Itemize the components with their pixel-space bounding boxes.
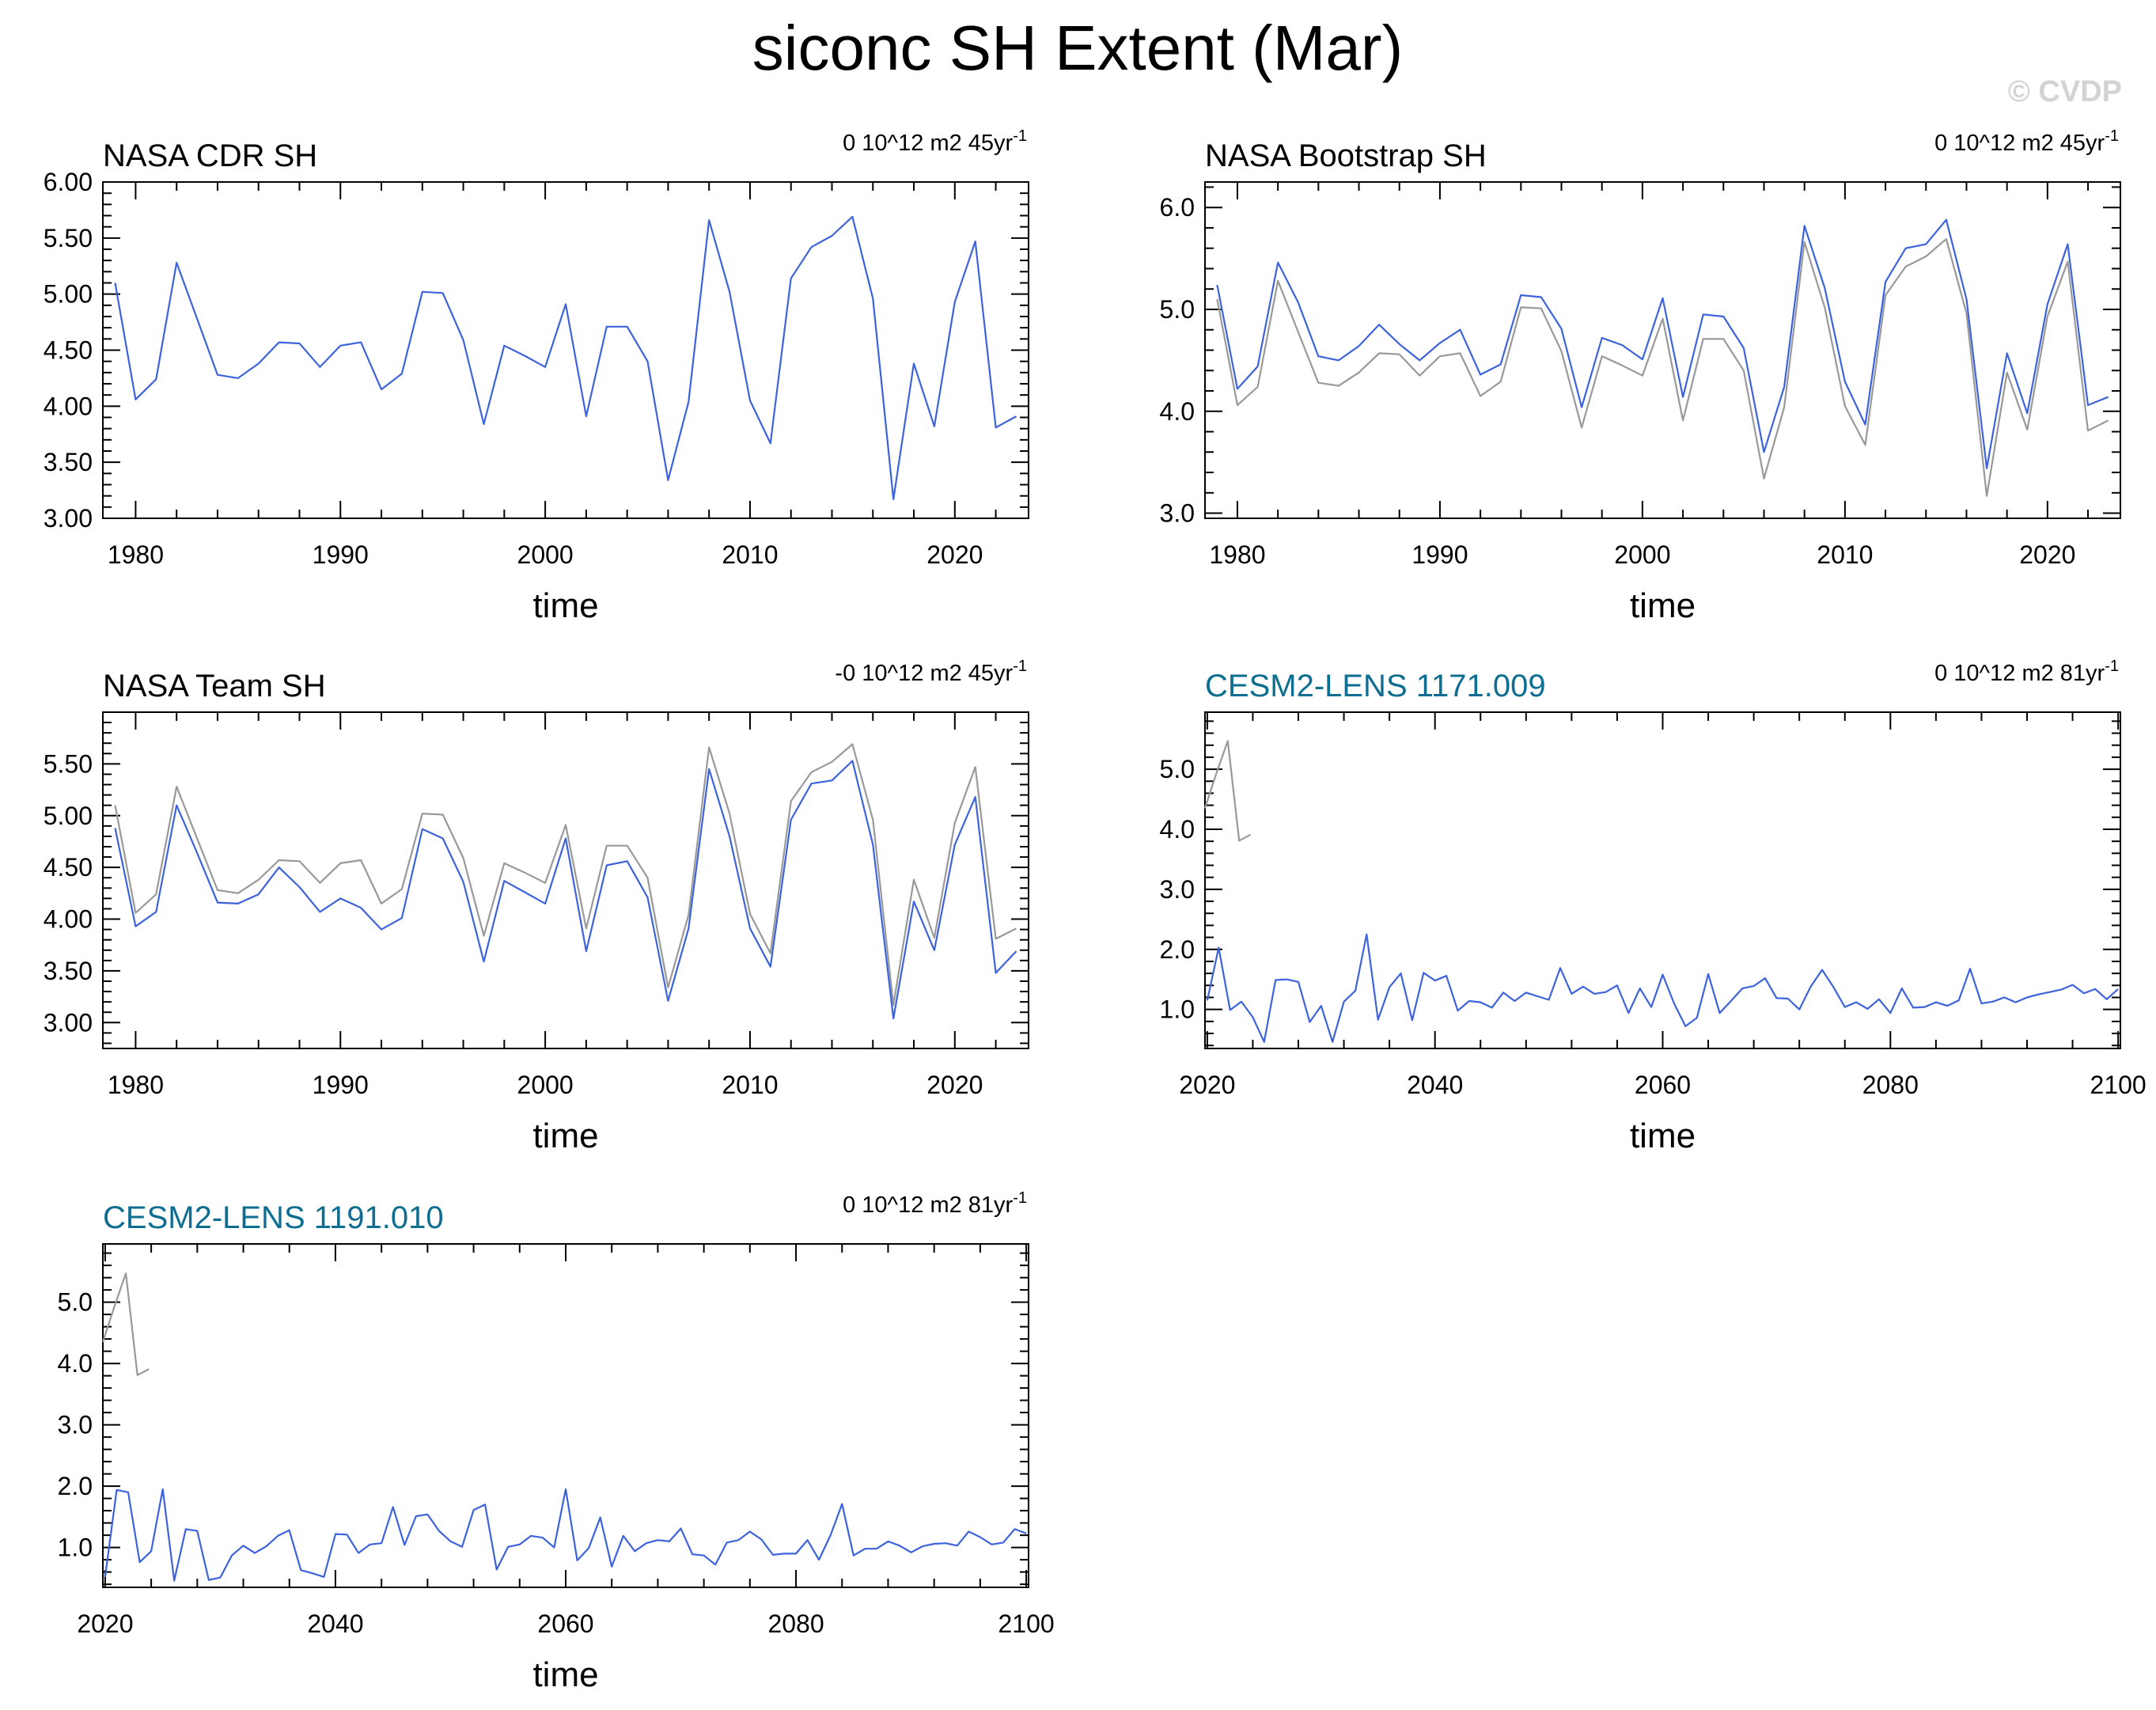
chart-panel-4: 2020 2040 2060 2080 2100 1.0 2.0 3.0 4.0 5.0 time C… — [1160, 658, 2147, 1155]
x-tick-label: 2010 — [722, 1071, 778, 1099]
series-line-blue — [104, 1488, 1027, 1582]
trend-label: 0 10^12 m2 45yr-1 — [1934, 127, 2119, 156]
chart-panel-2: 1980 1990 2000 2010 2020 3.0 4.0 5.0 6.0 time NASA… — [1160, 127, 2121, 625]
y-tick-label: 6.0 — [1160, 193, 1195, 222]
x-tick-label: 2080 — [1862, 1071, 1919, 1099]
y-tick-label: 5.50 — [44, 749, 93, 778]
chart-panel-3: 1980 1990 2000 2010 2020 3.00 3.50 4.00 4.50 5.00… — [44, 658, 1029, 1155]
x-tick-label: 1980 — [108, 540, 164, 569]
x-tick-label: 2020 — [2019, 540, 2075, 569]
y-tick-label: 2.0 — [1160, 935, 1195, 964]
y-tick-label: 5.00 — [44, 802, 93, 830]
x-axis-label: time — [532, 1117, 598, 1155]
x-tick-label: 2060 — [537, 1610, 593, 1638]
x-tick-label: 2040 — [307, 1610, 363, 1638]
y-tick-label: 5.00 — [44, 280, 93, 309]
y-tick-label: 5.50 — [44, 224, 93, 252]
y-tick-label: 3.50 — [44, 957, 93, 985]
series-line-gray — [101, 1272, 150, 1376]
x-tick-label: 1980 — [1209, 540, 1265, 569]
y-tick-label: 5.0 — [58, 1288, 93, 1317]
chart-panel-5: 2020 2040 2060 2080 2100 1.0 2.0 3.0 4.0 5.0 time C… — [58, 1189, 1055, 1694]
x-tick-label: 1990 — [1411, 540, 1468, 569]
y-tick-label: 4.0 — [1160, 397, 1195, 426]
y-tick-label: 3.0 — [1160, 875, 1195, 904]
series-line-blue — [1216, 218, 2109, 470]
series-line-blue — [1206, 933, 2119, 1043]
panel-title: NASA Bootstrap SH — [1205, 138, 1487, 173]
series-line-gray — [1203, 740, 1252, 842]
y-tick-label: 4.0 — [1160, 815, 1195, 844]
plot-frame — [1204, 711, 2121, 1049]
y-tick-label: 3.0 — [58, 1411, 93, 1439]
x-axis-label: time — [1630, 586, 1696, 625]
x-tick-label: 2000 — [517, 540, 574, 569]
y-tick-label: 3.0 — [1160, 499, 1195, 528]
figure-title: siconc SH Extent (Mar) — [752, 13, 1403, 83]
x-tick-label: 2000 — [1614, 540, 1670, 569]
series-line-blue — [114, 760, 1017, 1020]
y-tick-label: 4.00 — [44, 905, 93, 934]
x-axis-label: time — [532, 586, 598, 625]
series-line-gray — [1216, 238, 2109, 497]
x-tick-label: 2000 — [517, 1071, 574, 1099]
panel-title: CESM2-LENS 1171.009 — [1205, 669, 1546, 703]
y-tick-label: 5.0 — [1160, 755, 1195, 783]
y-tick-label: 1.0 — [58, 1534, 93, 1562]
y-tick-label: 1.0 — [1160, 995, 1195, 1024]
panel-title: CESM2-LENS 1191.010 — [103, 1200, 444, 1235]
chart-panel-1: 1980 1990 2000 2010 2020 3.00 3.50 4.00 4.50 5.00… — [44, 127, 1029, 625]
plot-frame — [102, 711, 1029, 1049]
x-tick-label: 2020 — [1179, 1071, 1235, 1099]
x-tick-label: 1980 — [108, 1071, 164, 1099]
x-tick-label: 2100 — [998, 1610, 1054, 1638]
watermark: © CVDP — [2008, 75, 2122, 108]
y-tick-label: 4.50 — [44, 336, 93, 365]
x-axis-label: time — [1630, 1117, 1696, 1155]
x-tick-label: 2020 — [926, 540, 983, 569]
y-tick-label: 3.50 — [44, 448, 93, 476]
x-tick-label: 2080 — [767, 1610, 824, 1638]
x-tick-label: 2010 — [722, 540, 778, 569]
x-tick-label: 2040 — [1407, 1071, 1463, 1099]
trend-label: -0 10^12 m2 45yr-1 — [835, 658, 1027, 686]
x-tick-label: 2020 — [77, 1610, 133, 1638]
x-tick-label: 2060 — [1635, 1071, 1691, 1099]
x-tick-label: 2020 — [926, 1071, 983, 1099]
x-tick-label: 1990 — [313, 1071, 369, 1099]
y-tick-label: 6.00 — [44, 168, 93, 196]
y-tick-label: 3.00 — [44, 1008, 93, 1037]
y-tick-label: 5.0 — [1160, 295, 1195, 324]
series-line-blue — [114, 215, 1017, 501]
panel-title: NASA CDR SH — [103, 138, 317, 173]
y-tick-label: 4.00 — [44, 392, 93, 420]
series-line-gray — [114, 743, 1017, 1007]
x-tick-label: 2010 — [1817, 540, 1873, 569]
y-tick-label: 4.50 — [44, 853, 93, 882]
plot-frame — [102, 1243, 1029, 1588]
x-tick-label: 2100 — [2090, 1071, 2147, 1099]
y-tick-label: 3.00 — [44, 504, 93, 533]
x-axis-label: time — [532, 1655, 598, 1694]
trend-label: 0 10^12 m2 81yr-1 — [1934, 658, 2119, 686]
y-tick-label: 4.0 — [58, 1349, 93, 1378]
y-tick-label: 2.0 — [58, 1472, 93, 1500]
panel-title: NASA Team SH — [103, 669, 326, 703]
x-tick-label: 1990 — [313, 540, 369, 569]
chart-panels: 1980 1990 2000 2010 20203.003.504.004.505.00… — [44, 127, 2147, 1694]
trend-label: 0 10^12 m2 81yr-1 — [843, 1189, 1027, 1218]
trend-label: 0 10^12 m2 45yr-1 — [843, 127, 1027, 156]
